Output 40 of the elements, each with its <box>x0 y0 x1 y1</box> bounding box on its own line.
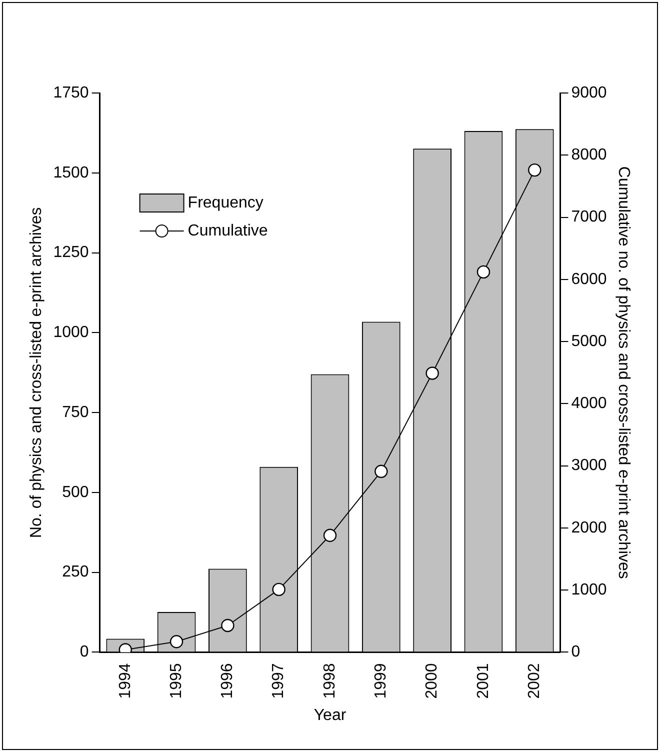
point <box>221 618 234 632</box>
x-tick-label: 1996 <box>219 663 236 699</box>
legend-label: Frequency <box>188 194 264 212</box>
x-tick-label: 2002 <box>526 663 544 699</box>
y2-tick-label: 7000 <box>571 208 607 226</box>
y-tick-label: 1750 <box>53 84 89 102</box>
y-tick-label: 250 <box>62 564 89 581</box>
x-tick-label: 1997 <box>270 663 288 699</box>
y2-axis-title: Cumulative no. of physics and cross-listed e-print archives <box>614 166 632 579</box>
x-tick-label: 1998 <box>321 663 338 699</box>
y2-tick-label: 8000 <box>571 146 607 164</box>
y2-tick-label: 3000 <box>571 457 607 474</box>
point <box>528 163 542 177</box>
y2-tick-label: 5000 <box>571 332 607 350</box>
y2-tick-label: 0 <box>571 644 580 661</box>
y-tick-label: 0 <box>80 644 89 661</box>
y-tick-label: 1000 <box>53 324 89 342</box>
x-tick-label: 1999 <box>372 663 390 699</box>
x-axis-title: Year <box>314 706 347 724</box>
x-tick-label: 1995 <box>168 663 185 699</box>
y2-tick-label: 2000 <box>571 519 607 536</box>
point <box>426 366 439 380</box>
point <box>272 582 286 596</box>
point <box>323 528 337 542</box>
y-tick-label: 750 <box>62 404 89 421</box>
y2-tick-label: 6000 <box>571 270 607 288</box>
point <box>476 265 490 279</box>
y2-tick-label: 4000 <box>571 395 607 412</box>
x-tick-label: 1994 <box>116 663 134 699</box>
y-axis-title: No. of physics and cross-listed e-print archives <box>28 207 46 538</box>
point <box>374 464 388 478</box>
y2-tick-label: 1000 <box>571 581 607 598</box>
y2-tick-label: 9000 <box>571 84 607 102</box>
x-tick-label: 2001 <box>474 663 492 699</box>
x-tick-label: 2000 <box>424 663 441 699</box>
point <box>170 635 184 648</box>
legend-label: Cumulative <box>188 222 268 240</box>
y-tick-label: 500 <box>62 484 89 501</box>
y-tick-label: 1500 <box>53 164 89 182</box>
y-tick-label: 1250 <box>53 244 89 262</box>
